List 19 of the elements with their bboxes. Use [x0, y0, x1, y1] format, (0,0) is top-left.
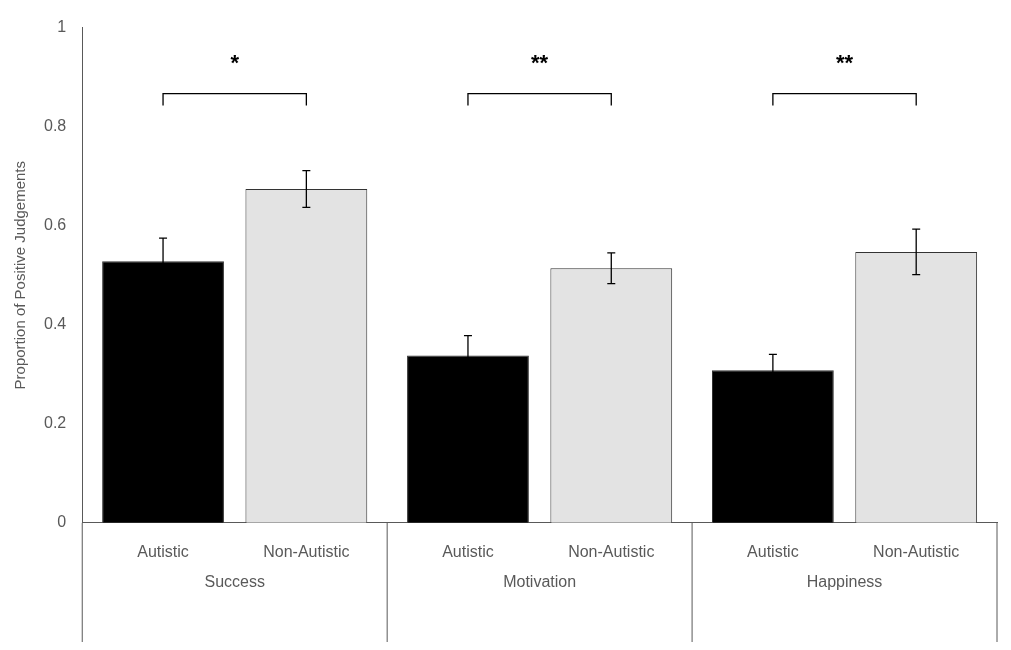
- y-tick-label: 1: [57, 18, 67, 36]
- y-tick-label: 0.4: [43, 315, 67, 333]
- annotation: **: [531, 49, 549, 75]
- annotation: **: [835, 49, 854, 75]
- annotation: *: [230, 49, 240, 75]
- text: Non-Autistic: [568, 543, 655, 561]
- x-tick-label: Success: [204, 572, 265, 590]
- text: Autistic: [747, 543, 799, 561]
- y-tick-label: 0.8: [43, 117, 67, 135]
- x-tick-label: Motivation: [503, 572, 577, 590]
- y-tick-label: 0.2: [43, 414, 67, 432]
- x-tick-label: Happiness: [806, 572, 883, 590]
- series-label: Autistic: [137, 543, 189, 561]
- text: Non-Autistic: [873, 543, 960, 561]
- text: Autistic: [442, 543, 494, 561]
- series-label: Non-Autistic: [263, 543, 350, 561]
- y-tick-label: 0.6: [43, 216, 67, 234]
- y-tick-label: 0: [57, 513, 67, 531]
- y-axis-title: Proportion of Positive Judgements: [11, 160, 29, 390]
